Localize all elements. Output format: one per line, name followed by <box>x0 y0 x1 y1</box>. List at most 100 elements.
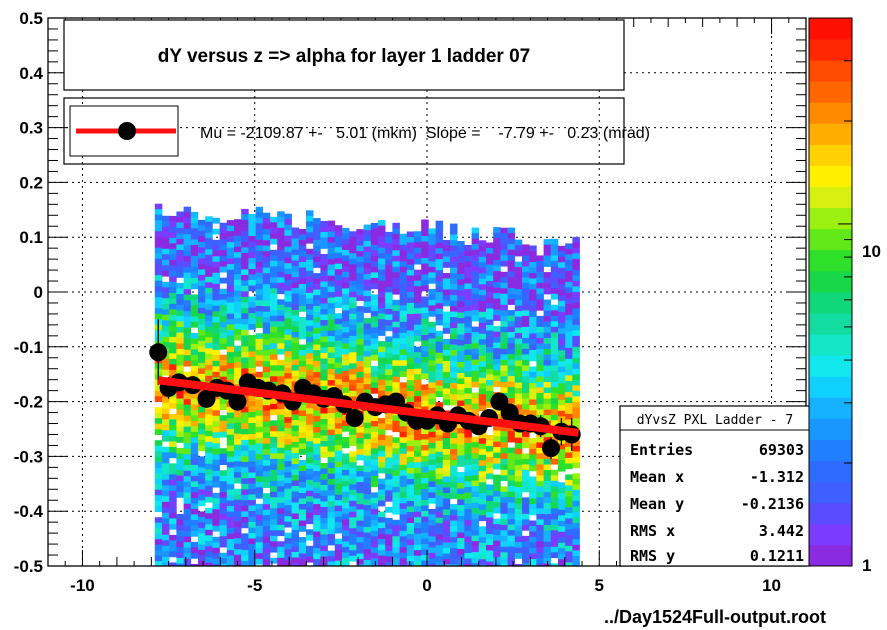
heatmap-cell <box>313 542 321 549</box>
heatmap-cell <box>262 284 271 290</box>
heatmap-cell <box>255 476 264 483</box>
heatmap-cell <box>226 500 235 507</box>
heatmap-cell <box>356 498 364 505</box>
heatmap-cell <box>399 437 408 444</box>
heatmap-cell <box>327 275 336 282</box>
heatmap-cell <box>334 362 343 369</box>
heatmap-cell <box>464 300 472 306</box>
heatmap-cell <box>248 483 256 490</box>
heatmap-cell <box>406 462 415 469</box>
heatmap-cell <box>356 256 364 263</box>
heatmap-cell <box>428 437 436 444</box>
heatmap-cell <box>529 306 537 312</box>
heatmap-cell <box>450 432 458 439</box>
heatmap-cell <box>392 497 400 504</box>
heatmap-cell <box>270 365 278 372</box>
heatmap-cell <box>212 305 220 312</box>
heatmap-cell <box>529 262 537 268</box>
heatmap-cell <box>414 539 422 545</box>
heatmap-cell <box>262 482 271 488</box>
heatmap-cell <box>414 335 422 342</box>
heatmap-cell <box>428 404 436 411</box>
heatmap-cell <box>162 419 170 426</box>
heatmap-cell <box>234 510 242 517</box>
heatmap-cell <box>550 420 559 427</box>
heatmap-cell <box>572 390 580 397</box>
heatmap-cell <box>565 292 573 299</box>
heatmap-cell <box>414 319 422 325</box>
heatmap-cell <box>262 399 271 406</box>
heatmap-cell <box>514 509 523 515</box>
heatmap-cell <box>464 245 472 251</box>
heatmap-cell <box>550 266 559 273</box>
heatmap-cell <box>457 329 465 335</box>
heatmap-cell <box>493 507 501 514</box>
heatmap-cell <box>550 359 559 366</box>
heatmap-cell <box>435 281 444 287</box>
heatmap-cell <box>349 275 357 282</box>
heatmap-cell <box>464 316 472 323</box>
heatmap-cell <box>349 506 357 513</box>
heatmap-cell <box>378 253 386 259</box>
heatmap-cell <box>298 487 307 494</box>
heatmap-cell <box>255 454 264 461</box>
heatmap-cell <box>298 256 307 263</box>
heatmap-cell <box>198 340 206 347</box>
y-tick-label: 0.5 <box>19 9 43 28</box>
heatmap-cell <box>162 534 170 541</box>
heatmap-cell <box>270 469 278 476</box>
heatmap-cell <box>306 408 314 415</box>
heatmap-cell <box>169 441 177 448</box>
heatmap-cell <box>162 331 170 338</box>
heatmap-cell <box>162 485 170 492</box>
heatmap-cell <box>450 355 458 362</box>
x-tick-labels: -10 -5 0 5 10 <box>70 576 781 595</box>
heatmap-cell <box>507 354 516 360</box>
heatmap-cell <box>169 358 177 365</box>
heatmap-cell <box>327 363 336 370</box>
heatmap-cell <box>162 457 170 464</box>
heatmap-cell <box>493 353 501 360</box>
heatmap-cell <box>565 281 573 288</box>
heatmap-cell <box>464 465 472 471</box>
heatmap-cell <box>471 233 480 239</box>
heatmap-cell <box>262 322 271 329</box>
heatmap-cell <box>565 496 573 503</box>
heatmap-cell <box>378 324 386 331</box>
heatmap-cell <box>169 446 177 453</box>
heatmap-cell <box>349 500 357 507</box>
heatmap-cell <box>342 387 350 394</box>
heatmap-cell <box>342 359 350 366</box>
heatmap-cell <box>255 459 264 466</box>
heatmap-cell <box>219 228 228 234</box>
heatmap-cell <box>522 387 530 394</box>
heatmap-cell <box>291 288 300 294</box>
heatmap-cell <box>205 540 213 547</box>
heatmap-cell <box>234 246 242 253</box>
heatmap-cell <box>558 559 566 566</box>
heatmap-cell <box>370 481 379 488</box>
heatmap-cell <box>370 530 379 537</box>
heatmap-cell <box>370 453 379 460</box>
heatmap-cell <box>262 339 271 345</box>
heatmap-cell <box>291 348 300 355</box>
heatmap-cell <box>291 359 300 366</box>
heatmap-cell <box>406 539 415 546</box>
heatmap-cell <box>298 476 307 483</box>
heatmap-cell <box>198 285 206 292</box>
heatmap-cell <box>385 561 393 566</box>
heatmap-cell <box>428 239 436 246</box>
heatmap-cell <box>507 244 516 250</box>
heatmap-cell <box>565 556 573 563</box>
heatmap-cell <box>241 511 249 518</box>
heatmap-cell <box>198 494 206 501</box>
heatmap-cell <box>565 287 573 294</box>
heatmap-cell <box>414 390 422 397</box>
heatmap-cell <box>162 303 170 310</box>
heatmap-cell <box>370 376 379 383</box>
heatmap-cell <box>392 387 400 394</box>
heatmap-cell <box>219 486 228 493</box>
heatmap-cell <box>320 243 328 249</box>
heatmap-cell <box>205 282 213 289</box>
heatmap-cell <box>334 467 343 473</box>
